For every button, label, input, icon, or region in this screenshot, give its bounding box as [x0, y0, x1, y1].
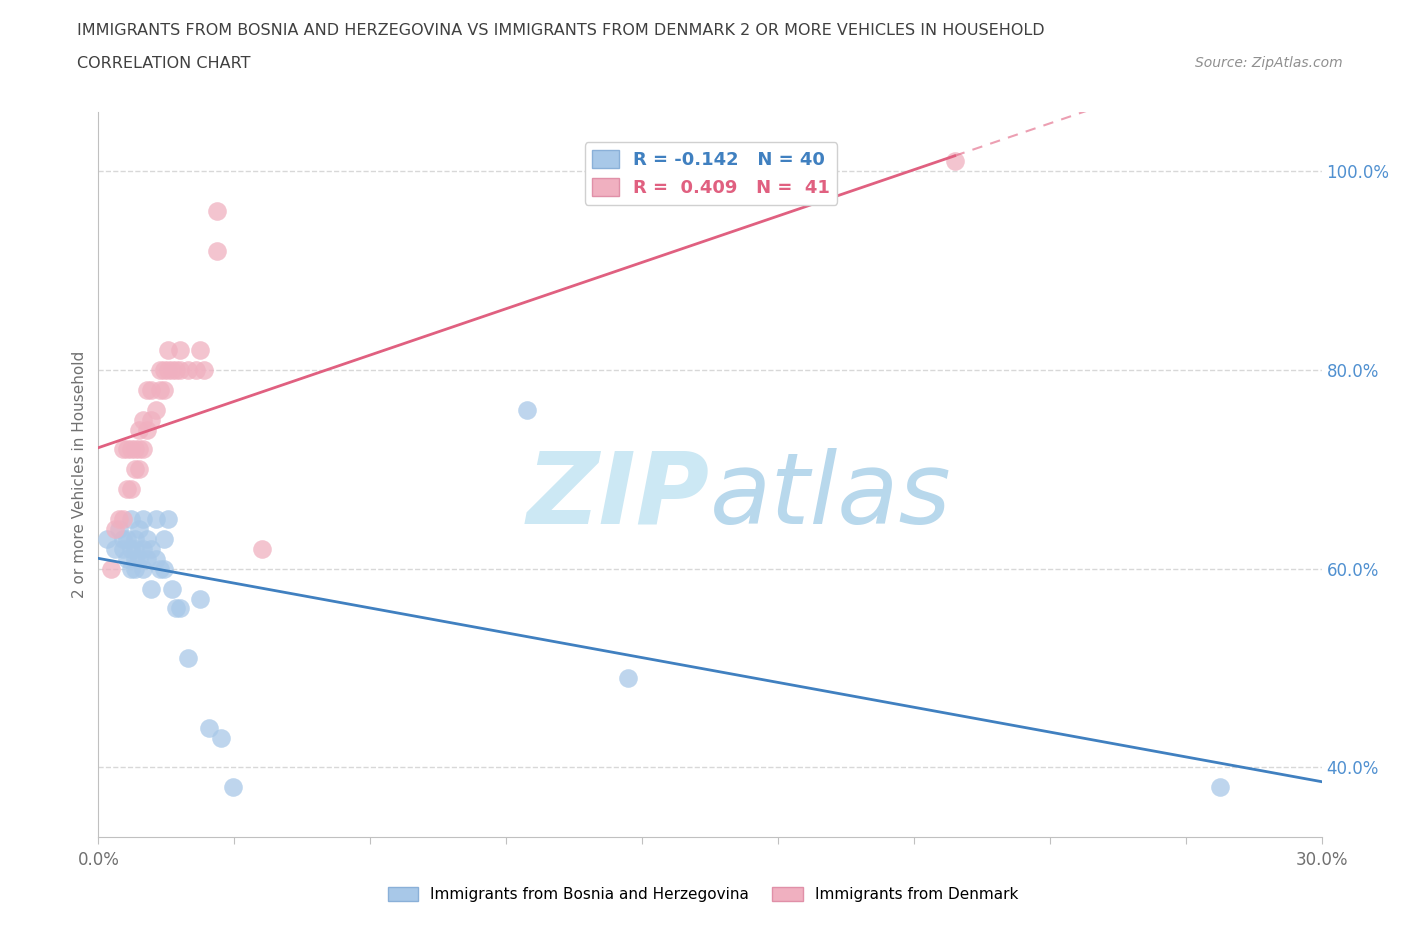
Point [132, 512, 155, 526]
Point [136, 551, 159, 566]
Point [128, 422, 150, 437]
Point [132, 541, 155, 556]
Point [141, 581, 163, 596]
Point [96, 531, 118, 546]
Point [108, 522, 131, 537]
Point [120, 541, 142, 556]
Point [165, 601, 187, 616]
Point [222, 780, 245, 795]
Point [128, 551, 150, 566]
Point [209, 730, 232, 745]
Point [136, 531, 159, 546]
Point [188, 342, 212, 357]
Text: IMMIGRANTS FROM BOSNIA AND HERZEGOVINA VS IMMIGRANTS FROM DENMARK 2 OR MORE VEHI: IMMIGRANTS FROM BOSNIA AND HERZEGOVINA V… [77, 23, 1045, 38]
Point [128, 442, 150, 457]
Point [120, 482, 142, 497]
Point [149, 562, 172, 577]
Point [197, 720, 219, 735]
Point [145, 512, 167, 526]
Text: CORRELATION CHART: CORRELATION CHART [77, 56, 250, 71]
Point [617, 671, 640, 685]
Point [141, 412, 163, 427]
Point [111, 512, 134, 526]
Point [169, 363, 191, 378]
Point [132, 412, 155, 427]
Point [152, 363, 174, 378]
Point [115, 551, 138, 566]
Y-axis label: 2 or more Vehicles in Household: 2 or more Vehicles in Household [72, 351, 87, 598]
Text: atlas: atlas [710, 447, 952, 545]
Legend: R = -0.142   N = 40, R =  0.409   N =  41: R = -0.142 N = 40, R = 0.409 N = 41 [585, 142, 838, 205]
Point [115, 482, 138, 497]
Point [100, 562, 122, 577]
Point [740, 183, 762, 198]
Point [132, 442, 155, 457]
Point [943, 153, 966, 168]
Point [128, 522, 150, 537]
Point [267, 840, 290, 855]
Point [193, 363, 215, 378]
Point [169, 601, 191, 616]
Point [145, 551, 167, 566]
Point [160, 363, 183, 378]
Point [516, 403, 538, 418]
Point [1209, 780, 1232, 795]
Point [156, 342, 179, 357]
Point [160, 581, 183, 596]
Point [124, 551, 146, 566]
Point [188, 591, 212, 606]
Point [152, 531, 174, 546]
Point [136, 422, 159, 437]
Point [120, 512, 142, 526]
Point [156, 512, 179, 526]
Point [149, 363, 172, 378]
Point [124, 462, 146, 477]
Text: Source: ZipAtlas.com: Source: ZipAtlas.com [1195, 56, 1343, 70]
Point [124, 442, 146, 457]
Point [250, 541, 273, 556]
Point [128, 462, 150, 477]
Point [165, 363, 187, 378]
Point [124, 541, 146, 556]
Point [104, 522, 127, 537]
Point [104, 541, 127, 556]
Point [111, 541, 134, 556]
Point [111, 531, 134, 546]
Point [111, 442, 134, 457]
Point [115, 531, 138, 546]
Point [141, 382, 163, 397]
Point [136, 382, 159, 397]
Point [152, 382, 174, 397]
Point [132, 562, 155, 577]
Point [124, 562, 146, 577]
Point [145, 403, 167, 418]
Point [156, 363, 179, 378]
Point [205, 244, 228, 259]
Text: ZIP: ZIP [527, 447, 710, 545]
Point [149, 382, 172, 397]
Point [169, 342, 191, 357]
Point [108, 512, 131, 526]
Legend: Immigrants from Bosnia and Herzegovina, Immigrants from Denmark: Immigrants from Bosnia and Herzegovina, … [381, 881, 1025, 909]
Point [124, 531, 146, 546]
Point [177, 363, 200, 378]
Point [120, 562, 142, 577]
Point [205, 204, 228, 219]
Point [141, 541, 163, 556]
Point [177, 651, 200, 666]
Point [186, 363, 208, 378]
Point [152, 562, 174, 577]
Point [120, 442, 142, 457]
Point [115, 442, 138, 457]
